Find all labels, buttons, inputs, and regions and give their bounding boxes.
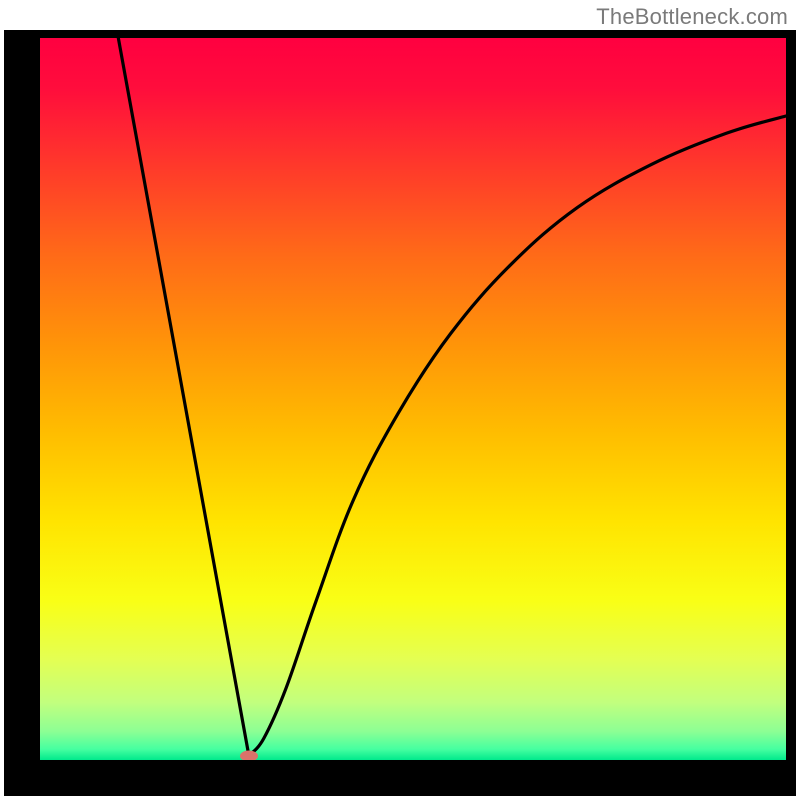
optimum-marker [240,750,258,760]
chart-container: TheBottleneck.com [0,0,800,800]
curve-left-branch [118,38,249,756]
watermark-label: TheBottleneck.com [596,4,788,30]
plot-area [40,38,786,760]
bottleneck-curve [40,38,786,760]
curve-right-branch [249,116,786,756]
